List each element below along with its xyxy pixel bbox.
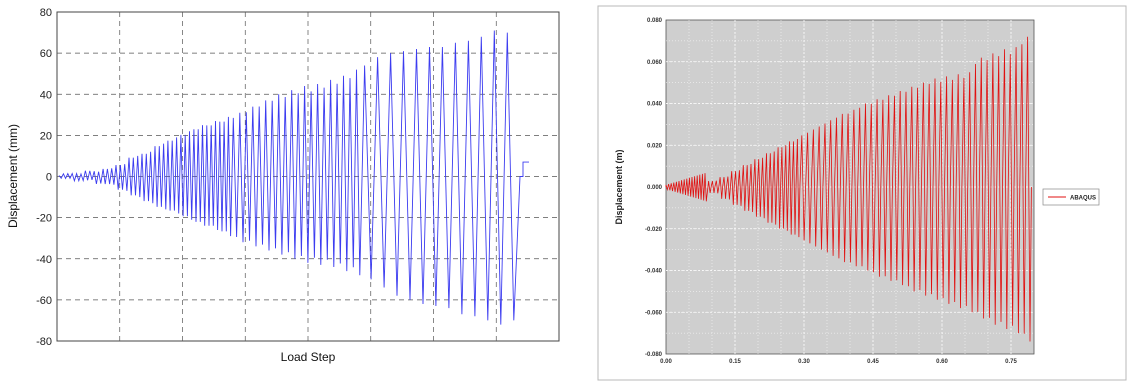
left-y-tick-label: 40: [40, 89, 52, 101]
right-x-tick-label: 0.15: [729, 359, 741, 365]
left-y-tick-label: 80: [40, 7, 52, 19]
left-y-tick-label: -20: [36, 213, 52, 225]
right-y-tick-label: -0.020: [645, 227, 663, 233]
right-x-tick-label: 0.00: [660, 359, 672, 365]
legend-box: [1042, 188, 1100, 206]
legend-label: ABAQUS: [1070, 196, 1096, 202]
left-y-tick-label: -60: [36, 295, 52, 307]
right-y-tick-label: 0.080: [647, 18, 663, 24]
right-y-tick-label: 0.000: [647, 185, 663, 191]
left-grid: [57, 12, 559, 341]
left-series-line: [58, 30, 529, 325]
right-y-tick-label: 0.040: [647, 102, 663, 108]
right-x-ticks: 0.00 0.15 0.30 0.45 0.60 0.75: [660, 359, 1017, 365]
left-y-tick-label: 0: [46, 172, 52, 184]
left-x-axis-label: Load Step: [281, 350, 336, 364]
left-y-tick-label: -80: [36, 336, 52, 348]
right-series-line: [665, 36, 1032, 342]
right-y-tick-label: -0.060: [645, 310, 663, 316]
right-y-axis-label: Displacement (m): [614, 149, 624, 224]
legend: ABAQUS: [1042, 188, 1100, 206]
left-y-tick-label: -40: [36, 254, 52, 266]
left-chart: 80 60 40 20 0 -20 -40 -60 -80 Load Step Displace…: [6, 7, 560, 364]
right-y-ticks: 0.080 0.060 0.040 0.020 0.000 -0.020 -0.040 -0.…: [645, 18, 663, 358]
right-y-tick-label: -0.080: [645, 352, 663, 358]
left-y-axis-label: Displacement (mm): [6, 124, 20, 228]
left-y-ticks: 80 60 40 20 0 -20 -40 -60 -80: [36, 7, 52, 348]
right-x-tick-label: 0.45: [867, 359, 879, 365]
right-y-tick-label: -0.040: [645, 269, 663, 275]
right-x-tick-label: 0.60: [936, 359, 948, 365]
right-chart: 0.080 0.060 0.040 0.020 0.000 -0.020 -0.040 -0.…: [597, 5, 1127, 381]
right-y-tick-label: 0.060: [647, 60, 663, 66]
right-x-tick-label: 0.75: [1005, 359, 1017, 365]
left-y-tick-label: 20: [40, 130, 52, 142]
right-x-tick-label: 0.30: [798, 359, 810, 365]
right-y-tick-label: 0.020: [647, 143, 663, 149]
left-y-tick-label: 60: [40, 48, 52, 60]
